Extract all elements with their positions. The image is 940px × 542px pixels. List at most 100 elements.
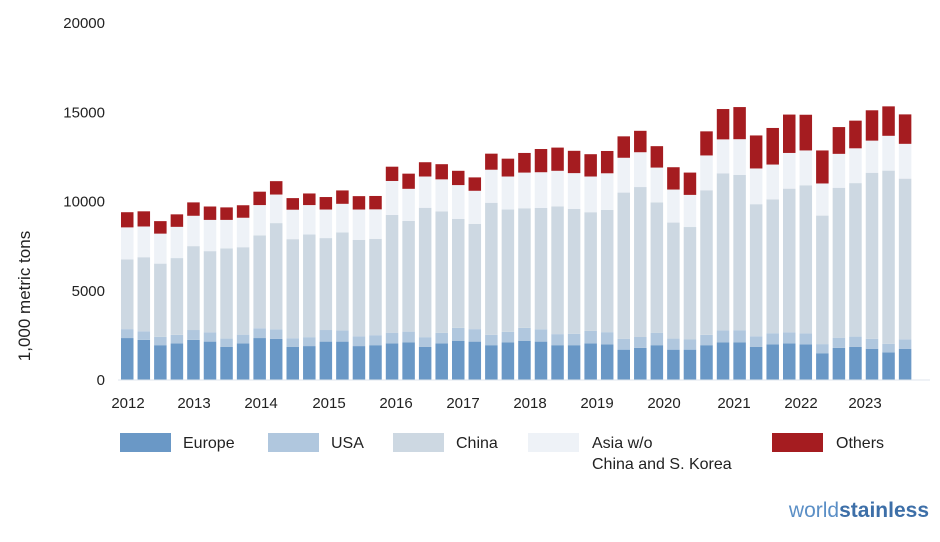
bar-stack xyxy=(534,149,548,380)
x-tick-label: 2016 xyxy=(379,395,412,412)
bar-segment-others xyxy=(567,150,581,174)
bar-segment-usa xyxy=(203,332,217,342)
bar-segment-others xyxy=(783,114,796,153)
bar-segment-usa xyxy=(435,332,448,344)
bar-segment-china xyxy=(749,204,763,337)
bar-segment-others xyxy=(485,153,498,170)
bar-segment-usa xyxy=(452,327,465,341)
bar-segment-china xyxy=(154,263,167,337)
bar-stack xyxy=(468,177,482,380)
bar-segment-others xyxy=(584,154,597,177)
bar-segment-asia xyxy=(468,190,482,224)
bar-segment-europe xyxy=(121,338,134,380)
bar-segment-asia xyxy=(534,172,548,208)
x-tick-label: 2012 xyxy=(111,395,144,412)
bar-segment-europe xyxy=(634,347,647,380)
bar-segment-others xyxy=(385,166,399,181)
bar-stack xyxy=(799,114,813,380)
bar-segment-europe xyxy=(518,340,531,380)
bar-segment-others xyxy=(203,206,217,220)
bar-segment-usa xyxy=(269,329,283,339)
bar-segment-europe xyxy=(319,341,333,380)
bar-segment-usa xyxy=(468,329,482,342)
bar-segment-usa xyxy=(551,334,564,346)
bar-segment-others xyxy=(418,162,432,177)
bar-segment-usa xyxy=(600,332,614,345)
bar-segment-others xyxy=(865,110,879,141)
bar-segment-others xyxy=(236,205,250,218)
bar-segment-europe xyxy=(418,346,432,380)
y-axis-label: 1,000 metric tons xyxy=(15,231,34,361)
bar-segment-china xyxy=(617,192,630,339)
bar-segment-others xyxy=(683,172,697,195)
bar-segment-others xyxy=(269,181,283,195)
bar-stack xyxy=(220,207,233,380)
bar-segment-others xyxy=(187,202,200,216)
bar-segment-europe xyxy=(170,343,184,380)
bar-segment-europe xyxy=(667,349,680,380)
bar-stack xyxy=(501,158,515,380)
bar-stack xyxy=(303,193,316,380)
bar-segment-china xyxy=(733,174,746,331)
y-tick-label: 5000 xyxy=(72,283,105,300)
bar-segment-usa xyxy=(501,331,515,343)
bar-segment-asia xyxy=(303,205,316,235)
bar-segment-usa xyxy=(865,338,879,349)
bar-segment-asia xyxy=(286,209,299,240)
bar-stack xyxy=(865,110,879,380)
bar-segment-europe xyxy=(799,344,813,380)
bar-stack xyxy=(882,106,895,380)
bar-segment-usa xyxy=(402,331,415,343)
bar-segment-usa xyxy=(849,336,862,347)
bar-segment-europe xyxy=(137,339,151,380)
bar-segment-others xyxy=(832,127,846,154)
bar-segment-asia xyxy=(733,139,746,175)
bar-segment-others xyxy=(799,114,813,151)
bar-segment-asia xyxy=(253,205,266,236)
bar-stack xyxy=(236,205,250,380)
bar-segment-others xyxy=(253,191,266,206)
bar-stack xyxy=(154,221,167,380)
bar-segment-usa xyxy=(534,329,548,342)
x-axis-year-labels: 2012 2013 2014 2015 2016 2017 2018 2019 2020 2021… xyxy=(111,395,881,412)
bar-segment-others xyxy=(600,150,614,174)
x-tick-label: 2021 xyxy=(717,395,750,412)
y-tick-label: 0 xyxy=(97,372,105,389)
bar-segment-europe xyxy=(269,338,283,380)
bar-stack xyxy=(121,212,134,380)
bar-segment-china xyxy=(667,222,680,339)
bar-stack xyxy=(336,190,349,380)
bar-stack xyxy=(683,172,697,380)
bar-segment-china xyxy=(501,209,515,332)
bar-segment-usa xyxy=(286,338,299,347)
legend-label: China xyxy=(456,435,498,452)
bar-stack xyxy=(749,135,763,380)
bar-segment-usa xyxy=(121,329,134,339)
legend-swatch xyxy=(528,433,579,452)
bar-segment-others xyxy=(154,221,167,234)
bar-segment-others xyxy=(766,127,779,165)
y-tick-label: 10000 xyxy=(63,194,105,211)
bar-segment-china xyxy=(170,258,184,335)
bar-segment-china xyxy=(650,202,664,333)
bar-segment-europe xyxy=(733,342,746,380)
bar-stack xyxy=(269,181,283,380)
bar-segment-usa xyxy=(236,334,250,344)
bar-segment-china xyxy=(435,211,448,333)
bar-segment-europe xyxy=(501,342,515,380)
bar-segment-usa xyxy=(634,336,647,348)
bar-segment-europe xyxy=(303,346,316,380)
x-tick-label: 2014 xyxy=(244,395,277,412)
bar-segment-china xyxy=(567,208,581,334)
bar-segment-europe xyxy=(650,345,664,380)
bar-segment-others xyxy=(849,120,862,149)
bar-segment-europe xyxy=(567,345,581,380)
bar-segment-usa xyxy=(220,338,233,347)
brand-logo-part2: stainless xyxy=(839,499,929,522)
bar-segment-europe xyxy=(352,346,366,380)
bar-segment-china xyxy=(716,173,730,331)
bar-segment-china xyxy=(121,259,134,330)
bar-segment-usa xyxy=(485,334,498,346)
bar-segment-usa xyxy=(584,330,597,344)
bar-segment-asia xyxy=(220,219,233,249)
